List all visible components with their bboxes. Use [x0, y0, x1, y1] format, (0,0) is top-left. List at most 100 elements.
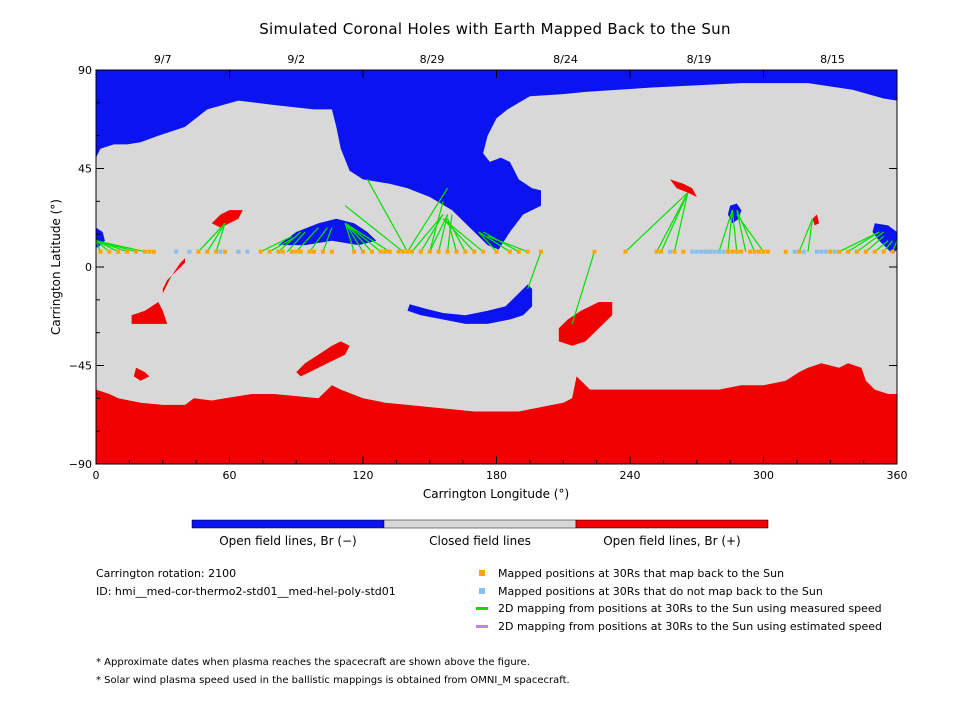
mapped-position-marker	[378, 249, 383, 254]
date-tick-label: 8/29	[420, 53, 445, 66]
legend-swatch-unmapped	[479, 588, 485, 594]
measured-mapping-line	[625, 192, 689, 253]
mapped-position-marker	[516, 249, 521, 254]
measured-mapping-line	[874, 240, 889, 253]
mapped-position-marker	[142, 249, 147, 254]
unmapped-position-marker	[819, 249, 824, 254]
open-field-positive-region	[131, 302, 168, 324]
measured-mapping-line	[660, 192, 689, 252]
unmapped-position-marker	[832, 249, 837, 254]
y-tick-label: 90	[78, 64, 92, 77]
measured-mapping-line	[673, 192, 689, 252]
measured-mapping-line	[736, 209, 756, 252]
mapped-position-marker	[525, 249, 530, 254]
measured-mapping-line	[718, 209, 733, 252]
open-field-negative-region	[872, 223, 897, 254]
measured-mapping-line	[847, 231, 880, 253]
x-tick-label: 180	[486, 469, 507, 482]
measured-mapping-line	[865, 235, 885, 253]
y-tick-label: 45	[78, 163, 92, 176]
legend-swatch-mapped	[479, 570, 485, 576]
unmapped-position-marker	[823, 249, 828, 254]
measured-mapping-line	[206, 222, 226, 252]
unmapped-position-marker	[699, 249, 704, 254]
mapped-position-marker	[427, 249, 432, 254]
x-axis-label: Carrington Longitude (°)	[423, 487, 569, 501]
mapped-position-marker	[730, 249, 735, 254]
mapped-position-marker	[147, 249, 152, 254]
measured-mapping-line	[442, 218, 484, 253]
mapped-position-marker	[592, 249, 597, 254]
measured-mapping-line	[344, 222, 364, 252]
measured-mapping-line	[731, 210, 738, 252]
measured-mapping-line	[571, 251, 595, 325]
x-tick-label: 120	[353, 469, 374, 482]
open-field-negative-region	[278, 218, 377, 246]
mapped-position-marker	[223, 249, 228, 254]
unmapped-position-marker	[174, 249, 179, 254]
measured-mapping-line	[260, 235, 293, 253]
unmapped-position-marker	[668, 249, 673, 254]
legend-swatch-estimated	[476, 625, 488, 628]
measured-mapping-line	[727, 210, 733, 252]
mapped-position-marker	[623, 249, 628, 254]
unmapped-position-marker	[814, 249, 819, 254]
mapped-position-marker	[463, 249, 468, 254]
mapped-position-marker	[205, 249, 210, 254]
open-field-positive-region	[211, 210, 243, 228]
y-tick-label: −90	[69, 458, 92, 471]
mapped-position-marker	[481, 249, 486, 254]
measured-mapping-line	[278, 231, 302, 253]
x-tick-label: 60	[223, 469, 237, 482]
mapped-position-marker	[280, 249, 285, 254]
measured-mapping-line	[856, 231, 885, 253]
measured-mapping-line	[798, 218, 814, 252]
measured-mapping-line	[322, 227, 333, 252]
mapped-position-marker	[454, 249, 459, 254]
y-tick-label: 0	[85, 261, 92, 274]
legend-label-mapped: Mapped positions at 30Rs that map back t…	[498, 567, 785, 580]
unmapped-position-marker	[792, 249, 797, 254]
open-field-positive-region	[670, 179, 697, 197]
mapped-position-marker	[401, 249, 406, 254]
open-field-negative-region	[363, 122, 421, 158]
chart-title: Simulated Coronal Holes with Earth Mappe…	[259, 20, 731, 38]
unmapped-position-marker	[245, 249, 250, 254]
measured-mapping-line	[344, 222, 391, 253]
colorbar	[191, 519, 769, 529]
open-field-negative-region	[407, 284, 533, 324]
open-field-positive-region	[96, 363, 897, 464]
mapped-position-marker	[125, 249, 130, 254]
mapped-position-marker	[854, 249, 859, 254]
date-tick-label: 9/7	[154, 53, 172, 66]
measured-mapping-line	[96, 240, 110, 253]
colorbar-label-positive: Open field lines, Br (+)	[603, 534, 741, 548]
open-field-negative-region	[96, 70, 897, 250]
measured-mapping-line	[838, 231, 880, 253]
measured-mapping-line	[286, 231, 306, 253]
unmapped-position-marker	[703, 249, 708, 254]
x-tick-label: 240	[620, 469, 641, 482]
colorbar-label-closed: Closed field lines	[429, 534, 531, 548]
open-field-positive-region	[558, 302, 613, 346]
measured-mapping-line	[478, 231, 511, 253]
mapped-position-marker	[214, 249, 219, 254]
note-dates: * Approximate dates when plasma reaches …	[96, 657, 530, 668]
mapped-position-marker	[748, 249, 753, 254]
unmapped-position-marker	[801, 249, 806, 254]
mapped-position-marker	[765, 249, 770, 254]
legend-swatch-measured	[476, 607, 488, 610]
mapped-position-marker	[116, 249, 121, 254]
measured-mapping-line	[344, 222, 382, 253]
measured-mapping-line	[487, 235, 528, 253]
mapped-position-marker	[361, 249, 365, 254]
mapped-position-marker	[734, 249, 739, 254]
unmapped-position-marker	[218, 249, 223, 254]
measured-mapping-line	[736, 214, 764, 253]
mapped-position-marker	[151, 249, 156, 254]
mapped-position-marker	[258, 249, 263, 254]
mapped-position-marker	[418, 249, 423, 254]
measured-mapping-line	[429, 201, 444, 252]
mapped-position-marker	[396, 249, 401, 254]
